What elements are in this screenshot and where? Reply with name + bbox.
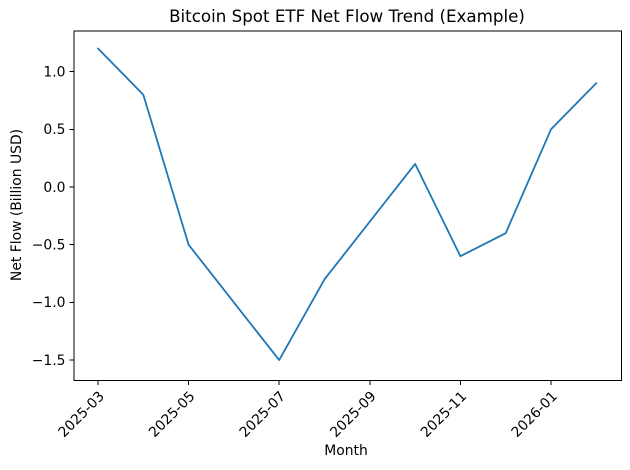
y-tick-label: 0.0	[43, 180, 65, 196]
x-tick-label: 2025-11	[418, 389, 470, 441]
net-flow-line	[97, 47, 598, 362]
y-axis-label: Net Flow (Billion USD)	[9, 129, 25, 281]
x-tick-label: 2025-07	[237, 389, 289, 441]
plot-area: 1.0 0.5 0.0 −0.5 −1.0 −1.5 2025-03 2025-05 2025-…	[32, 30, 622, 441]
x-tick-label: 2025-09	[327, 389, 379, 441]
x-tick-label: 2025-03	[55, 389, 107, 441]
chart-title: Bitcoin Spot ETF Net Flow Trend (Example…	[169, 6, 525, 26]
y-tick-label: −1.5	[32, 353, 66, 369]
y-tick-label: −0.5	[32, 238, 66, 254]
y-tick-label: 1.0	[43, 64, 65, 80]
x-tick-label: 2025-05	[146, 389, 198, 441]
plot-border	[73, 30, 622, 381]
y-tick-label: −1.0	[32, 295, 66, 311]
x-axis-label: Month	[324, 443, 368, 459]
y-tick-label: 0.5	[43, 122, 65, 138]
x-tick-label: 2026-01	[508, 389, 560, 441]
